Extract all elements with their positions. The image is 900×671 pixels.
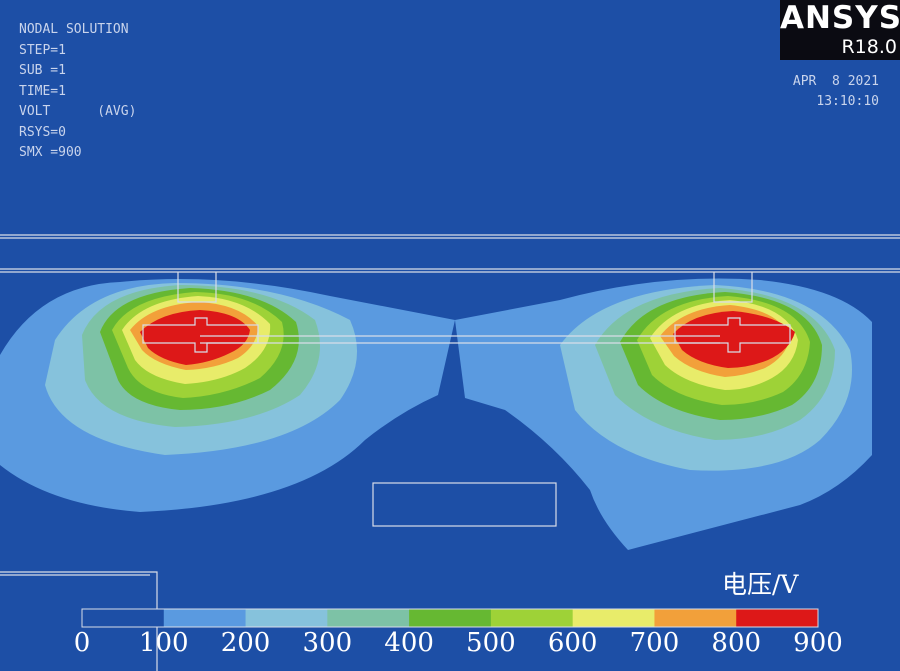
legend-band bbox=[490, 609, 574, 627]
timestamp-time: 13:10:10 bbox=[816, 94, 879, 109]
legend-band bbox=[736, 609, 819, 627]
legend-band bbox=[327, 609, 410, 627]
solution-title: NODAL SOLUTION bbox=[19, 22, 129, 37]
timestamp: APR 8 2021 13:10:10 bbox=[793, 72, 879, 112]
solution-info: NODAL SOLUTION STEP=1 SUB =1 TIME=1 VOLT… bbox=[19, 20, 136, 164]
info-smx: SMX =900 bbox=[19, 145, 82, 160]
info-step: STEP=1 bbox=[19, 42, 66, 58]
legend-band bbox=[82, 609, 165, 627]
legend-tick-label: 500 bbox=[466, 628, 516, 658]
model-outlines bbox=[0, 234, 900, 671]
legend-unit-label: 电压/V bbox=[722, 570, 799, 599]
legend-tick-label: 0 bbox=[73, 628, 91, 658]
legend-tick-label: 700 bbox=[629, 628, 680, 658]
info-volt: VOLT (AVG) bbox=[19, 104, 137, 119]
legend-tick-label: 900 bbox=[793, 628, 843, 658]
legend-band bbox=[572, 609, 655, 627]
info-time: TIME=1 bbox=[19, 83, 66, 99]
legend-frame bbox=[81, 608, 819, 628]
legend-tick-label: 400 bbox=[384, 628, 434, 658]
legend-tick-label: 300 bbox=[302, 628, 353, 658]
left-field-contours bbox=[0, 279, 455, 512]
logo-version: R18.0 bbox=[841, 36, 897, 58]
legend-tick-label: 200 bbox=[220, 628, 271, 658]
legend-band bbox=[245, 609, 328, 627]
legend-tick-label: 100 bbox=[138, 628, 189, 658]
legend-tick-label: 600 bbox=[547, 628, 598, 658]
legend-band bbox=[654, 609, 737, 627]
legend-tick-labels: 0 100 200 300 400 500 600 700 800 900 bbox=[0, 628, 900, 668]
info-rsys: RSYS=0 bbox=[19, 124, 66, 140]
ansys-logo: ANSYS R18.0 bbox=[780, 0, 900, 60]
right-field-contours bbox=[455, 278, 872, 550]
legend-band bbox=[163, 609, 247, 627]
legend-tick-label: 800 bbox=[711, 628, 762, 658]
legend-band bbox=[409, 609, 492, 627]
legend-color-bar bbox=[81, 608, 819, 628]
info-sub: SUB =1 bbox=[19, 63, 66, 78]
logo-brand: ANSYS bbox=[780, 0, 900, 36]
timestamp-date: APR 8 2021 bbox=[792, 74, 879, 89]
